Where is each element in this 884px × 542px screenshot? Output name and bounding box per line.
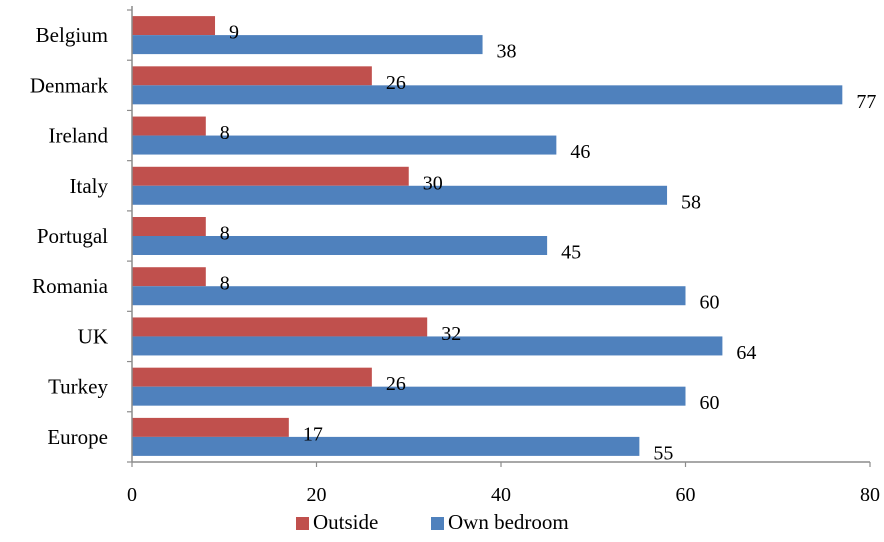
data-label-own-bedroom-denmark: 77 bbox=[856, 91, 876, 113]
data-label-outside-europe: 17 bbox=[303, 423, 323, 445]
legend-swatch-outside bbox=[296, 517, 309, 530]
category-label-uk: UK bbox=[78, 324, 108, 348]
legend-label-own-bedroom: Own bedroom bbox=[448, 510, 569, 534]
x-tick-label-0: 0 bbox=[127, 484, 137, 506]
bar-outside-ireland bbox=[132, 116, 206, 136]
bar-outside-belgium bbox=[132, 16, 216, 36]
legend-label-outside: Outside bbox=[313, 510, 378, 534]
data-label-outside-turkey: 26 bbox=[386, 373, 406, 395]
data-label-own-bedroom-romania: 60 bbox=[700, 292, 720, 314]
category-label-portugal: Portugal bbox=[37, 224, 108, 248]
x-tick-label-80: 80 bbox=[860, 484, 880, 506]
data-label-outside-romania: 8 bbox=[220, 273, 230, 295]
bar-outside-uk bbox=[132, 317, 428, 337]
legend: Outside Own bedroom bbox=[296, 510, 569, 534]
bar-own-bedroom-belgium bbox=[132, 35, 483, 55]
category-label-italy: Italy bbox=[70, 174, 109, 198]
data-label-outside-belgium: 9 bbox=[229, 22, 239, 44]
bar-own-bedroom-denmark bbox=[132, 85, 843, 105]
data-label-own-bedroom-italy: 58 bbox=[681, 191, 701, 213]
data-label-own-bedroom-ireland: 46 bbox=[570, 141, 590, 163]
x-tick-label-60: 60 bbox=[676, 484, 696, 506]
data-label-own-bedroom-portugal: 45 bbox=[561, 242, 581, 264]
bar-own-bedroom-turkey bbox=[132, 386, 686, 406]
bar-outside-romania bbox=[132, 267, 206, 287]
category-label-belgium: Belgium bbox=[36, 23, 108, 47]
data-label-outside-italy: 30 bbox=[423, 172, 443, 194]
data-label-own-bedroom-uk: 64 bbox=[736, 342, 756, 364]
data-label-outside-portugal: 8 bbox=[220, 223, 230, 245]
bar-outside-denmark bbox=[132, 66, 372, 86]
bar-outside-turkey bbox=[132, 367, 372, 387]
labels-layer: Belgium 9 38 Denmark 26 77 Ireland 8 46 Italy 30 58… bbox=[30, 22, 880, 506]
legend-swatch-own-bedroom bbox=[431, 517, 444, 530]
data-label-outside-ireland: 8 bbox=[220, 122, 230, 144]
category-label-romania: Romania bbox=[32, 274, 108, 298]
data-label-own-bedroom-turkey: 60 bbox=[700, 392, 720, 414]
data-label-outside-denmark: 26 bbox=[386, 72, 406, 94]
data-label-own-bedroom-belgium: 38 bbox=[497, 41, 517, 63]
data-label-own-bedroom-europe: 55 bbox=[653, 442, 673, 464]
category-label-denmark: Denmark bbox=[30, 73, 109, 97]
bar-outside-portugal bbox=[132, 217, 206, 236]
category-label-ireland: Ireland bbox=[49, 124, 109, 148]
category-label-turkey: Turkey bbox=[48, 375, 108, 399]
bar-own-bedroom-europe bbox=[132, 436, 640, 456]
axis-layer bbox=[127, 6, 871, 467]
bar-outside-italy bbox=[132, 166, 409, 186]
bar-own-bedroom-italy bbox=[132, 185, 668, 205]
bar-own-bedroom-romania bbox=[132, 286, 686, 306]
bar-own-bedroom-portugal bbox=[132, 236, 548, 255]
category-label-europe: Europe bbox=[47, 425, 108, 449]
data-label-outside-uk: 32 bbox=[441, 323, 461, 345]
x-tick-label-20: 20 bbox=[307, 484, 327, 506]
bar-own-bedroom-uk bbox=[132, 336, 723, 356]
bar-outside-europe bbox=[132, 417, 289, 437]
x-tick-label-40: 40 bbox=[491, 484, 511, 506]
bar-own-bedroom-ireland bbox=[132, 135, 557, 155]
bars-layer bbox=[132, 16, 843, 456]
